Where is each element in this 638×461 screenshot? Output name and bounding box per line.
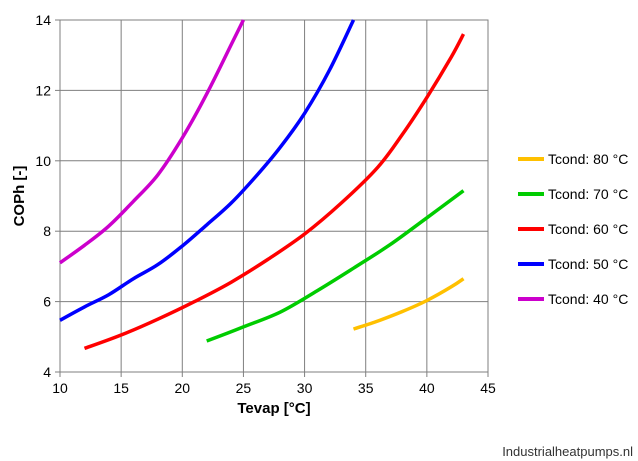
x-tick-label: 35 bbox=[358, 380, 374, 396]
y-tick-label: 14 bbox=[35, 12, 51, 28]
x-tick-label: 25 bbox=[236, 380, 252, 396]
legend-label-tcond-40-c: Tcond: 40 °C bbox=[548, 291, 628, 307]
x-tick-label: 10 bbox=[52, 380, 68, 396]
watermark: Industrialheatpumps.nl bbox=[502, 444, 633, 459]
legend-label-tcond-70-c: Tcond: 70 °C bbox=[548, 186, 628, 202]
legend: Tcond: 80 °C Tcond: 70 °C Tcond: 60 °C Tcon… bbox=[518, 151, 628, 307]
x-tick-label: 40 bbox=[419, 380, 435, 396]
series-line-tcond-80-c bbox=[352, 277, 465, 331]
series-line-tcond-50-c bbox=[59, 19, 356, 322]
x-tick-label: 30 bbox=[297, 380, 313, 396]
x-axis-ticks: 10 15 20 25 30 35 40 45 bbox=[52, 372, 496, 396]
y-axis-title: COPh [-] bbox=[11, 166, 28, 227]
y-tick-label: 6 bbox=[43, 294, 51, 310]
legend-label-tcond-50-c: Tcond: 50 °C bbox=[548, 256, 628, 272]
series-layer bbox=[58, 19, 466, 351]
series-line-tcond-70-c bbox=[206, 189, 465, 343]
legend-label-tcond-80-c: Tcond: 80 °C bbox=[548, 151, 628, 167]
grid bbox=[59, 19, 489, 373]
series-line-tcond-40-c bbox=[58, 19, 245, 265]
y-tick-label: 8 bbox=[43, 223, 51, 239]
series-line-tcond-60-c bbox=[83, 33, 466, 351]
x-tick-label: 20 bbox=[174, 380, 190, 396]
y-tick-label: 12 bbox=[35, 82, 51, 98]
y-tick-label: 4 bbox=[43, 364, 51, 380]
y-tick-label: 10 bbox=[35, 153, 51, 169]
x-tick-label: 15 bbox=[113, 380, 129, 396]
x-tick-label: 45 bbox=[480, 380, 496, 396]
x-axis-title: Tevap [°C] bbox=[237, 400, 310, 417]
plot-area bbox=[59, 19, 489, 373]
y-axis-ticks: 4 6 8 10 12 14 bbox=[35, 12, 60, 380]
legend-label-tcond-60-c: Tcond: 60 °C bbox=[548, 221, 628, 237]
